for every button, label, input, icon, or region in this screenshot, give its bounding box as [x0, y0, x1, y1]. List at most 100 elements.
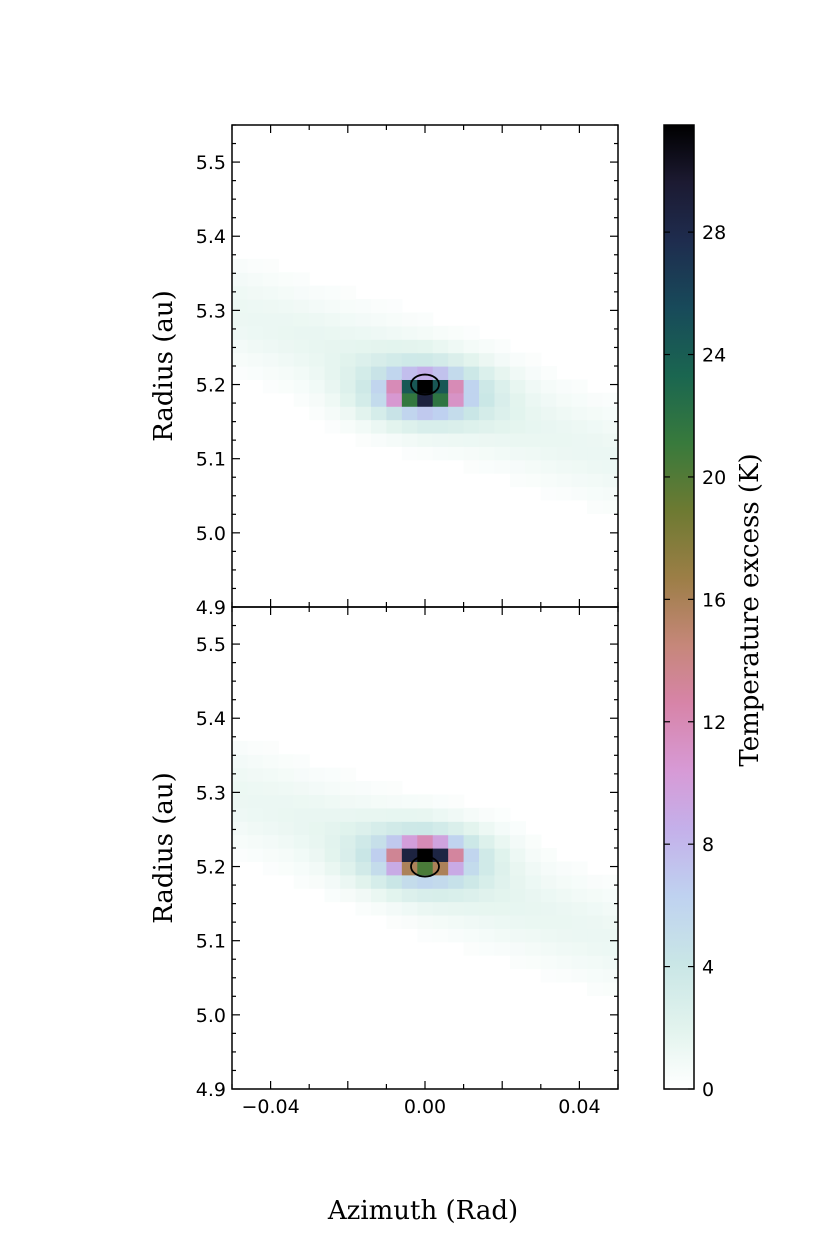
heatmap-cell	[232, 366, 249, 380]
heatmap-cell	[386, 406, 403, 421]
heatmap-cell	[432, 807, 449, 822]
heatmap-cell	[309, 781, 326, 796]
heatmap-cell	[309, 794, 326, 809]
heatmap-cell	[448, 914, 465, 929]
heatmap-cell	[278, 754, 295, 769]
heatmap-cell	[355, 781, 372, 796]
heatmap-cell	[309, 339, 326, 354]
heatmap-cell	[262, 325, 279, 340]
heatmap-cell	[247, 312, 264, 327]
x-ticks-bottom: −0.04 0.00 0.04	[231, 607, 619, 1118]
heatmap-cell	[340, 874, 357, 889]
heatmap-cell	[293, 848, 310, 862]
heatmap-cell	[556, 901, 573, 916]
heatmap-cell	[587, 446, 604, 461]
heatmap-cell	[370, 834, 387, 849]
heatmap-cell	[448, 888, 465, 903]
heatmap-cell	[463, 901, 480, 916]
heatmap-cell	[370, 848, 387, 862]
heatmap-cell	[525, 834, 542, 849]
heatmap-cell	[432, 821, 449, 836]
heatmap-cell	[571, 419, 588, 434]
heatmap-cell	[571, 968, 588, 983]
heatmap-cell	[355, 339, 372, 354]
heatmap-cell	[309, 366, 326, 380]
heatmap-cell	[463, 406, 480, 421]
heatmap-cell	[571, 955, 588, 970]
heatmap-cell	[401, 821, 418, 836]
heatmap-cell	[340, 352, 357, 367]
heatmap-cell	[448, 392, 465, 407]
heatmap-cell	[602, 981, 618, 996]
heatmap-cell	[494, 928, 511, 943]
heatmap-cell	[463, 366, 480, 380]
heatmap-cell	[587, 914, 604, 929]
heatmap-cell	[432, 339, 449, 354]
heatmap-cell	[509, 914, 526, 929]
heatmap-cell	[540, 955, 557, 970]
heatmap-cell	[386, 914, 403, 929]
heatmap-cell	[247, 299, 264, 314]
heatmap-cell	[479, 459, 496, 474]
heatmap-cell	[309, 285, 326, 300]
heatmap-cell	[571, 941, 588, 956]
heatmap-cell	[587, 406, 604, 421]
heatmap-cell	[340, 888, 357, 903]
heatmap-cell	[494, 941, 511, 956]
heatmap-cell	[417, 366, 434, 380]
heatmap-cell	[262, 272, 279, 287]
heatmap-cell	[386, 794, 403, 809]
heatmap-cell	[432, 392, 449, 407]
heatmap-cell	[278, 848, 295, 862]
heatmap-cell	[355, 432, 372, 447]
heatmap-cell	[355, 794, 372, 809]
heatmap-cell	[540, 419, 557, 434]
colorbar-tick-label: 8	[702, 834, 714, 856]
heatmap-cell	[278, 767, 295, 782]
heatmap-cell	[587, 874, 604, 889]
heatmap-cell	[432, 446, 449, 461]
heatmap-cell	[556, 446, 573, 461]
heatmap-cell	[401, 874, 418, 889]
colorbar-tick-label: 0	[702, 1079, 714, 1101]
heatmap-cell	[324, 352, 341, 367]
heatmap-cell	[463, 432, 480, 447]
heatmap-cell	[479, 821, 496, 836]
heatmap-cell	[556, 432, 573, 447]
heatmap-cell	[417, 888, 434, 903]
heatmap-cell	[602, 968, 618, 983]
heatmap-cell	[463, 941, 480, 956]
heatmap-cell	[401, 406, 418, 421]
heatmap-cell	[262, 848, 279, 862]
heatmap-cell	[540, 432, 557, 447]
heatmap-cell	[509, 834, 526, 849]
heatmap-cell	[417, 901, 434, 916]
heatmap-cell	[232, 325, 249, 340]
heatmap-cell	[417, 807, 434, 822]
heatmap-cell	[417, 325, 434, 340]
heatmap-cell	[602, 459, 618, 474]
heatmap-cell	[509, 406, 526, 421]
heatmap-cell	[247, 339, 264, 354]
heatmap-cell	[448, 446, 465, 461]
heatmap-cell	[494, 834, 511, 849]
heatmap-cell	[417, 914, 434, 929]
heatmap-cell	[340, 325, 357, 340]
heatmap-cell	[432, 888, 449, 903]
heatmap-cell	[509, 928, 526, 943]
heatmap-cell	[509, 874, 526, 889]
heatmap-cell	[556, 941, 573, 956]
heatmap-cell	[386, 874, 403, 889]
heatmap-cell	[309, 874, 326, 889]
heatmap-cell	[370, 874, 387, 889]
heatmap-cell	[479, 446, 496, 461]
heatmap-cell	[278, 794, 295, 809]
heatmap-cell	[602, 473, 618, 488]
heatmap-cell	[401, 848, 418, 862]
heatmap-cell	[340, 807, 357, 822]
y-tick-label: 5.0	[196, 523, 226, 545]
colorbar-tick-label: 4	[702, 957, 714, 979]
heatmap-cell	[262, 861, 279, 876]
heatmap-cell	[463, 419, 480, 434]
